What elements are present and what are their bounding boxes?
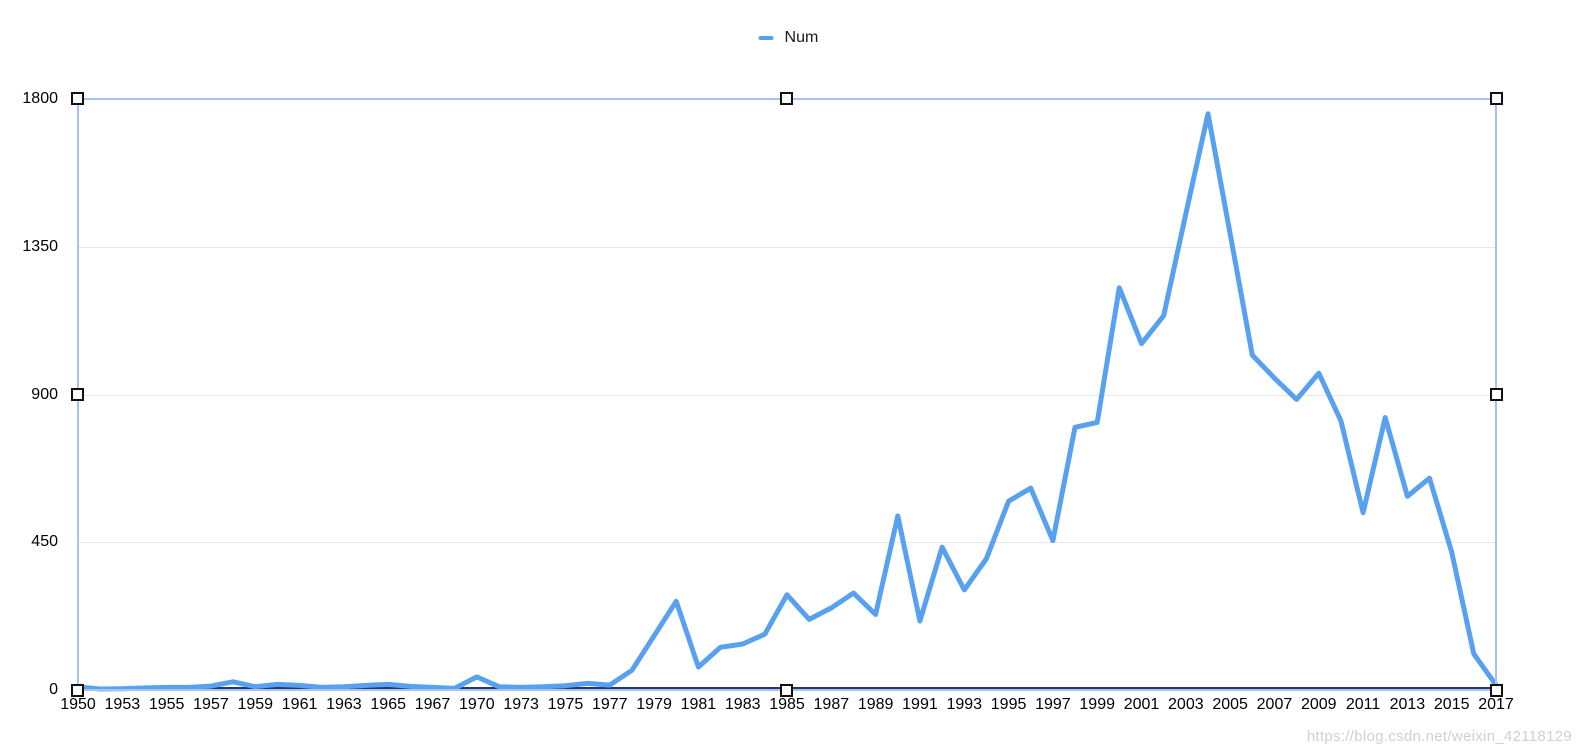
legend: Num	[758, 29, 819, 47]
selection-handle-top-left[interactable]	[71, 92, 84, 105]
x-tick-label: 1985	[769, 696, 805, 713]
x-tick-label: 1959	[237, 696, 274, 713]
plot-area[interactable]	[71, 92, 1503, 697]
x-tick-label: 2015	[1433, 696, 1470, 713]
x-tick-label: 1993	[946, 696, 983, 713]
x-tick-label: 1999	[1079, 696, 1115, 713]
x-tick-label: 1975	[547, 696, 584, 713]
x-tick-label: 1977	[591, 696, 628, 713]
x-tick-label: 1981	[680, 696, 717, 713]
gridline	[78, 394, 1496, 396]
watermark: https://blog.csdn.net/weixin_42118129	[1306, 728, 1572, 745]
y-tick-label: 1350	[22, 237, 58, 255]
selection-handle-middle-left[interactable]	[71, 387, 84, 401]
x-tick-label: 2013	[1389, 696, 1426, 713]
x-tick-label: 1979	[636, 696, 672, 713]
num-series-line[interactable]	[75, 111, 1499, 692]
x-tick-label: 2001	[1123, 696, 1160, 713]
x-tick-label: 1955	[148, 696, 185, 713]
x-tick-label: 1991	[902, 696, 938, 713]
x-tick-label: 1983	[724, 696, 761, 713]
x-tick-label: 1957	[193, 696, 229, 713]
y-tick-label: 1800	[22, 90, 58, 107]
legend-label: Num	[784, 29, 819, 46]
y-tick-label: 900	[31, 385, 58, 403]
gridline	[78, 542, 1496, 544]
x-tick-label: 2003	[1168, 696, 1204, 713]
x-tick-label: 2005	[1212, 696, 1248, 713]
x-tick-label: 2011	[1345, 696, 1381, 713]
x-tick-label: 1989	[857, 696, 894, 713]
x-tick-label: 1970	[459, 696, 495, 713]
x-tick-label: 1950	[60, 696, 96, 713]
x-tick-label: 1967	[414, 696, 451, 713]
legend-item-num[interactable]: Num	[758, 29, 819, 47]
selection-handle-top-right[interactable]	[1490, 92, 1503, 105]
x-tick-label: 2007	[1256, 696, 1293, 713]
x-tick-label: 1965	[370, 696, 406, 713]
selection-handle-bottom-left[interactable]	[71, 684, 84, 697]
x-tick-label: 1987	[813, 696, 850, 713]
y-axis-labels: 0 450 900 1350 1800	[0, 90, 58, 698]
gridline	[78, 246, 1496, 248]
x-tick-label: 2017	[1478, 696, 1514, 713]
y-tick-label: 450	[31, 533, 58, 551]
selection-handle-top-center[interactable]	[780, 92, 793, 105]
legend-line-marker-icon	[758, 36, 774, 40]
selection-handle-middle-right[interactable]	[1490, 387, 1503, 401]
x-tick-label: 2009	[1300, 696, 1337, 713]
x-tick-label: 1997	[1035, 696, 1071, 713]
y-tick-label: 0	[49, 681, 58, 698]
x-tick-label: 1995	[990, 696, 1027, 713]
x-tick-label: 1973	[503, 696, 539, 713]
x-axis-labels: 1950 1953 1955 1957 1959 1961 1963 1965 1967 1970…	[60, 696, 1514, 716]
x-tick-label: 1963	[326, 696, 362, 713]
selection-handle-bottom-center[interactable]	[780, 684, 793, 697]
plot-svg	[75, 111, 1499, 692]
x-tick-label: 1953	[104, 696, 141, 713]
x-tick-label: 1961	[281, 696, 318, 713]
selection-handle-bottom-right[interactable]	[1490, 684, 1503, 697]
